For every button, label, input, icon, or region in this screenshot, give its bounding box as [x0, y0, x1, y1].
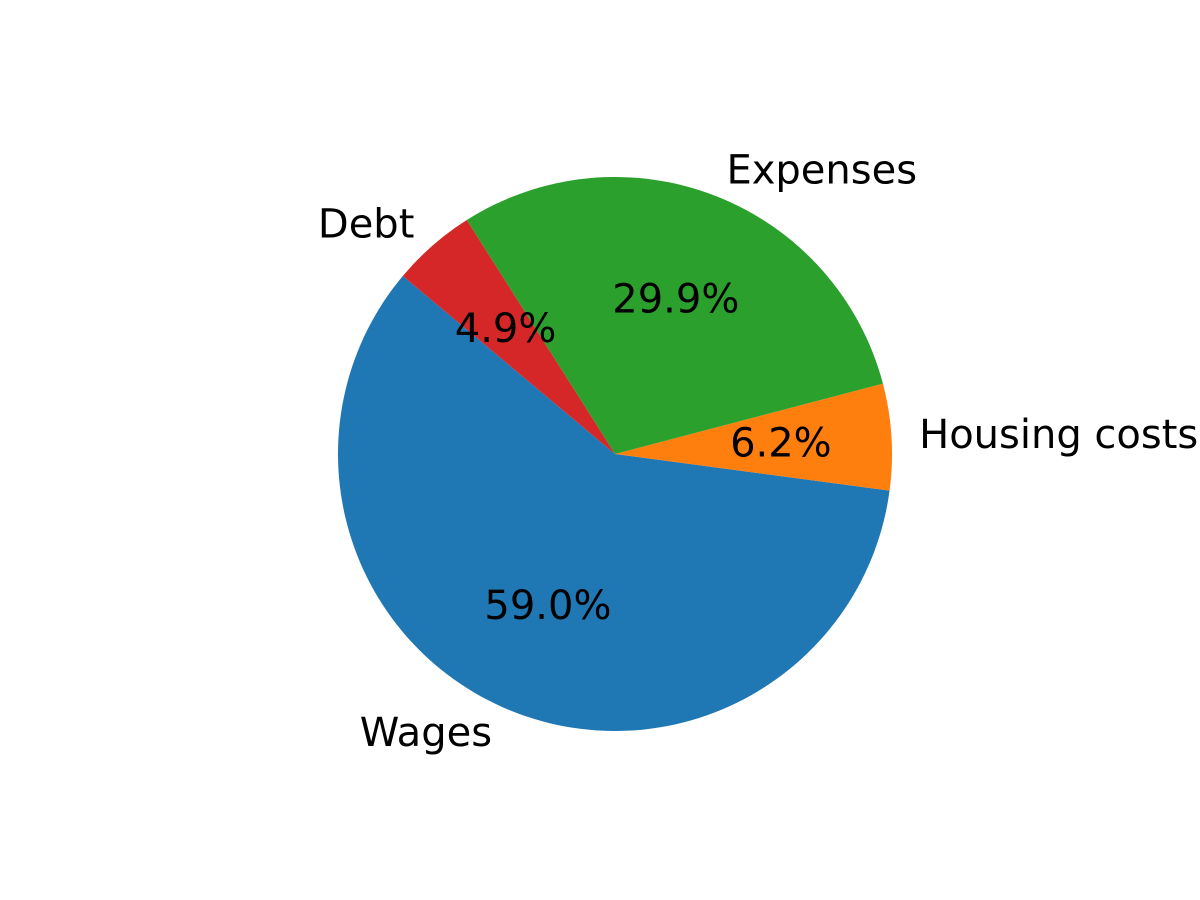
- pct-label-wages: 59.0%: [484, 583, 611, 629]
- slice-debt: [402, 220, 615, 454]
- slice-label-expenses: Expenses: [726, 147, 917, 193]
- pct-label-housing-costs: 6.2%: [730, 421, 832, 467]
- slice-housing-costs: [615, 383, 892, 491]
- slice-label-wages: Wages: [360, 710, 492, 756]
- slices-layer: [338, 176, 892, 731]
- pct-label-debt: 4.9%: [455, 306, 557, 352]
- slice-expenses: [466, 176, 883, 454]
- labels-layer: Wages 59.0% Housing costs 6.2% Expenses 29.9%…: [318, 147, 1198, 755]
- slice-wages: [338, 275, 890, 731]
- pct-label-expenses: 29.9%: [612, 276, 739, 322]
- slice-label-debt: Debt: [318, 202, 414, 248]
- slice-label-housing-costs: Housing costs: [919, 412, 1198, 458]
